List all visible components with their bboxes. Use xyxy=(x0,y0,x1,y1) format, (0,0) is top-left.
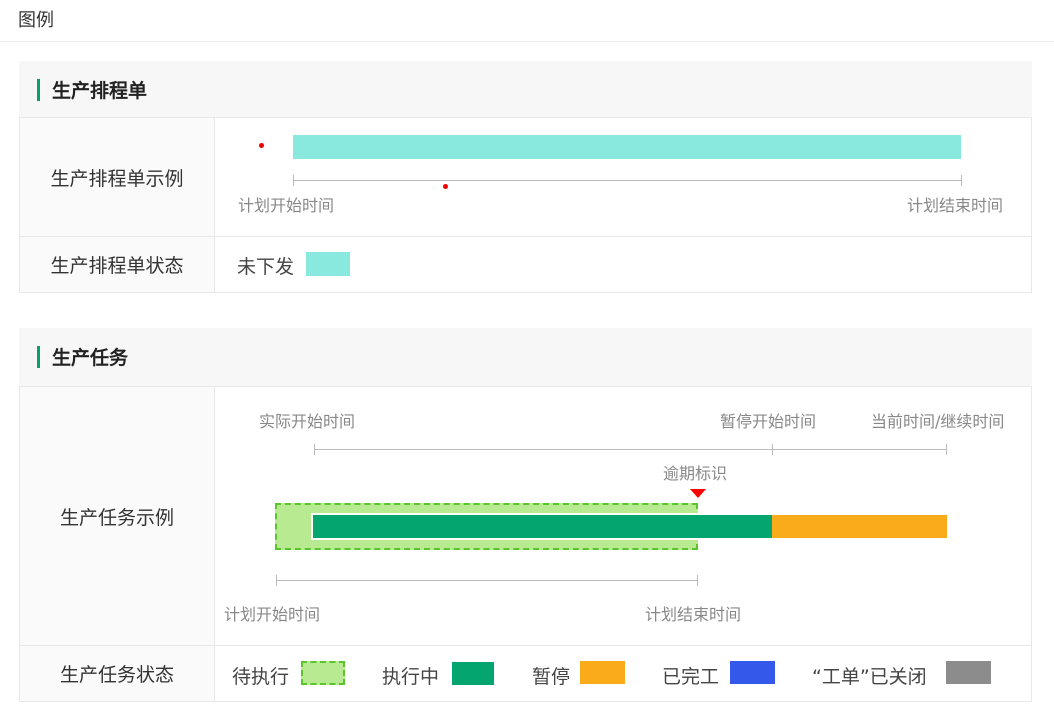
schedule-legend-table: 生产排程单示例 生产排程单状态 xyxy=(19,117,1032,293)
executing-bar xyxy=(311,513,772,540)
pause-start-label: 暂停开始时间 xyxy=(720,412,817,431)
page-title: 图例 xyxy=(18,10,54,31)
status-swatch xyxy=(301,661,345,685)
red-dot-marker xyxy=(259,143,264,148)
row-divider xyxy=(20,236,1031,237)
red-dot-marker xyxy=(443,184,448,189)
status-label: 未下发 xyxy=(237,256,295,278)
row-label: 生产任务示例 xyxy=(20,387,215,645)
plan-start-label: 计划开始时间 xyxy=(238,196,335,215)
status-swatch xyxy=(452,662,494,685)
divider xyxy=(0,41,1054,42)
section-accent-bar xyxy=(37,346,40,368)
overdue-marker-icon xyxy=(690,489,706,498)
axis-tick xyxy=(961,175,962,186)
status-label: 待执行 xyxy=(232,666,290,688)
axis-tick xyxy=(772,444,773,455)
status-swatch xyxy=(580,661,625,684)
status-label: “工单”已关闭 xyxy=(812,666,927,688)
task-section-header: 生产任务 xyxy=(19,328,1032,386)
section-title: 生产排程单 xyxy=(52,80,148,102)
actual-axis xyxy=(314,449,947,450)
row-divider xyxy=(20,645,1031,646)
overdue-label: 逾期标识 xyxy=(663,464,728,483)
status-label: 暂停 xyxy=(532,666,571,688)
section-accent-bar xyxy=(37,79,40,101)
paused-bar xyxy=(772,515,947,538)
schedule-bar xyxy=(293,135,961,159)
plan-axis xyxy=(293,180,961,181)
plan-start-label: 计划开始时间 xyxy=(224,605,321,624)
task-legend-table: 生产任务示例 生产任务状态 xyxy=(19,386,1032,702)
status-swatch xyxy=(946,661,991,684)
status-swatch xyxy=(730,661,775,684)
section-title: 生产任务 xyxy=(52,347,129,369)
plan-axis xyxy=(276,580,698,581)
axis-tick xyxy=(697,575,698,586)
row-label: 生产排程单示例 xyxy=(20,118,215,236)
status-label: 执行中 xyxy=(382,666,440,688)
plan-end-label: 计划结束时间 xyxy=(645,605,742,624)
schedule-section-header: 生产排程单 xyxy=(19,61,1032,117)
axis-tick xyxy=(946,444,947,455)
row-label: 生产任务状态 xyxy=(20,646,215,701)
plan-end-label: 计划结束时间 xyxy=(907,196,1004,215)
actual-start-label: 实际开始时间 xyxy=(259,412,356,431)
current-time-label: 当前时间/继续时间 xyxy=(871,412,1005,431)
status-swatch xyxy=(306,252,350,276)
status-label: 已完工 xyxy=(662,666,720,688)
row-label: 生产排程单状态 xyxy=(20,237,215,292)
